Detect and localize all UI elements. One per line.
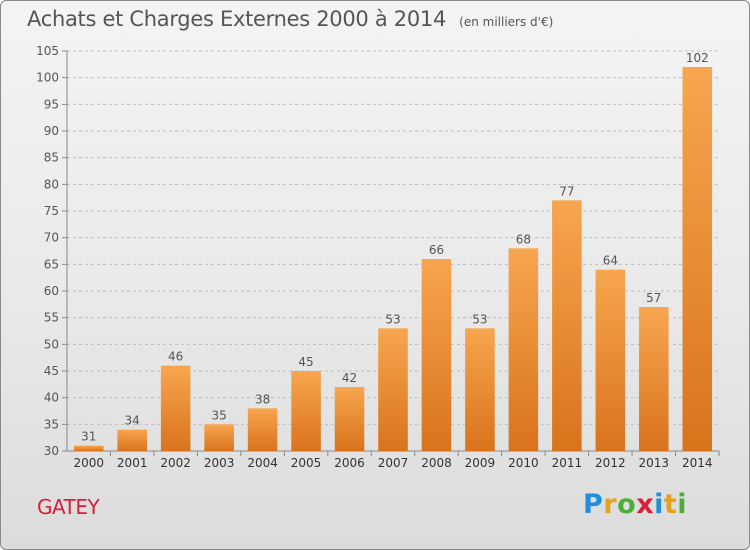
y-tick-label: 105 bbox=[36, 44, 59, 58]
x-tick-label-2002: 2002 bbox=[160, 456, 191, 470]
proxiti-logo: Proxiti bbox=[583, 489, 687, 520]
bar-2012 bbox=[595, 269, 626, 451]
x-tick-label-2005: 2005 bbox=[291, 456, 322, 470]
bar-2014 bbox=[682, 67, 713, 451]
bar-2000 bbox=[73, 445, 104, 451]
bar-2010 bbox=[508, 248, 539, 451]
logo-letter: i bbox=[654, 489, 664, 520]
value-label-2002: 46 bbox=[168, 350, 183, 364]
value-label-2010: 68 bbox=[516, 232, 531, 246]
x-tick-label-2009: 2009 bbox=[465, 456, 496, 470]
logo-letter: r bbox=[603, 489, 618, 520]
bar-2007 bbox=[378, 328, 408, 451]
y-tick-label: 100 bbox=[36, 71, 59, 85]
logo-letter: x bbox=[636, 489, 655, 520]
chart-title: Achats et Charges Externes 2000 à 2014 (… bbox=[27, 7, 553, 31]
x-tick-label-2001: 2001 bbox=[117, 456, 148, 470]
value-label-2008: 66 bbox=[429, 243, 444, 257]
y-tick-label: 35 bbox=[44, 417, 59, 431]
bar-2006 bbox=[334, 387, 365, 451]
value-label-2011: 77 bbox=[559, 184, 574, 198]
y-tick-label: 80 bbox=[44, 177, 59, 191]
x-tick-label-2013: 2013 bbox=[639, 456, 670, 470]
bars bbox=[73, 67, 713, 451]
x-tick-label-2010: 2010 bbox=[508, 456, 539, 470]
bar-2013 bbox=[639, 307, 669, 451]
y-tick-label: 60 bbox=[44, 284, 59, 298]
logo-letter: o bbox=[617, 489, 637, 520]
logo-letter: t bbox=[663, 489, 678, 520]
commune-name: GATEY bbox=[37, 495, 100, 519]
labels: 31 2000 34 2001 46 2002 35 2003 38 2004 45 2005 42 20… bbox=[73, 51, 712, 470]
y-tick-label: 70 bbox=[44, 231, 59, 245]
value-label-2014: 102 bbox=[686, 51, 709, 65]
y-tick-label: 55 bbox=[44, 311, 59, 325]
x-tick-label-2014: 2014 bbox=[682, 456, 713, 470]
y-tick-label: 30 bbox=[44, 444, 59, 458]
bar-2003 bbox=[204, 424, 234, 451]
x-tick-label-2011: 2011 bbox=[552, 456, 583, 470]
value-label-2007: 53 bbox=[385, 312, 400, 326]
value-label-2001: 34 bbox=[125, 414, 140, 428]
bar-2008 bbox=[421, 259, 452, 451]
y-tick-label: 65 bbox=[44, 257, 59, 271]
x-tick-label-2012: 2012 bbox=[595, 456, 626, 470]
title-text: Achats et Charges Externes 2000 à 2014 bbox=[27, 7, 447, 31]
x-tick-label-2007: 2007 bbox=[378, 456, 409, 470]
logo-letter: P bbox=[583, 489, 604, 520]
value-label-2013: 57 bbox=[646, 291, 661, 305]
value-label-2006: 42 bbox=[342, 371, 357, 385]
bar-2009 bbox=[465, 328, 495, 451]
y-tick-label: 85 bbox=[44, 151, 59, 165]
logo-letter: i bbox=[677, 489, 688, 520]
y-tick-label: 75 bbox=[44, 204, 59, 218]
value-label-2000: 31 bbox=[81, 430, 96, 444]
bar-2002 bbox=[160, 365, 191, 451]
y-tick-label: 95 bbox=[44, 97, 59, 111]
value-label-2003: 35 bbox=[211, 408, 226, 422]
value-label-2004: 38 bbox=[255, 392, 270, 406]
value-label-2009: 53 bbox=[472, 312, 487, 326]
unit-text: (en milliers d'€) bbox=[459, 15, 554, 29]
x-tick-label-2003: 2003 bbox=[204, 456, 235, 470]
x-tick-label-2004: 2004 bbox=[247, 456, 278, 470]
value-label-2012: 64 bbox=[603, 254, 618, 268]
y-tick-label: 50 bbox=[44, 337, 59, 351]
value-label-2005: 45 bbox=[298, 355, 313, 369]
x-tick-label-2006: 2006 bbox=[334, 456, 365, 470]
x-tick-label-2000: 2000 bbox=[73, 456, 104, 470]
bar-2005 bbox=[291, 371, 321, 451]
bar-2001 bbox=[117, 429, 147, 451]
y-tick-label: 40 bbox=[44, 391, 59, 405]
bar-2004 bbox=[247, 408, 278, 451]
bar-2011 bbox=[552, 200, 582, 451]
x-tick-label-2008: 2008 bbox=[421, 456, 452, 470]
y-tick-label: 90 bbox=[44, 124, 59, 138]
y-tick-label: 45 bbox=[44, 364, 59, 378]
